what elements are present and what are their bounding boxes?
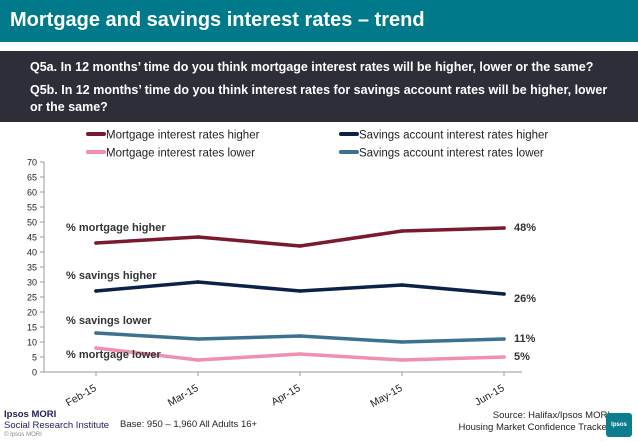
x-tick-label: Apr-15: [269, 382, 302, 408]
y-tick-label: 55: [27, 203, 37, 213]
logo-line1: Ipsos MORI: [4, 409, 57, 420]
data-point: [400, 340, 404, 344]
y-tick-label: 65: [27, 173, 37, 183]
source-note: Source: Halifax/Ipsos MORI Housing Marke…: [458, 410, 610, 434]
y-tick-label: 0: [32, 368, 37, 378]
data-point: [298, 289, 302, 293]
legend-label: Savings account interest rates lower: [359, 148, 544, 160]
series-label: % savings higher: [66, 270, 157, 282]
x-tick-label: Mar-15: [166, 382, 201, 409]
ipsos-mori-logo: Ipsos MORI Social Research Institute © I…: [4, 410, 124, 439]
copyright: © Ipsos MORI: [4, 432, 42, 438]
data-point: [502, 337, 506, 341]
data-point: [400, 358, 404, 362]
question-box: [0, 51, 638, 122]
end-value-label: 26%: [514, 293, 536, 305]
legend-label: Mortgage interest rates lower: [106, 148, 255, 160]
data-point: [94, 331, 98, 335]
data-point: [298, 352, 302, 356]
base-note: Base: 950 – 1,960 All Adults 16+: [120, 419, 258, 430]
data-point: [94, 241, 98, 245]
ipsos-badge-logo: Ipsos: [606, 413, 632, 437]
page-title: Mortgage and savings interest rates – tr…: [10, 9, 425, 31]
y-tick-label: 25: [27, 293, 37, 303]
y-tick-label: 50: [27, 218, 37, 228]
source-line2: Housing Market Confidence Tracker: [458, 422, 610, 433]
y-tick-label: 10: [27, 338, 37, 348]
question-5b: Q5b. In 12 months’ time do you think int…: [30, 83, 608, 114]
data-point: [196, 337, 200, 341]
data-point: [94, 346, 98, 350]
y-tick-label: 70: [27, 158, 37, 168]
y-tick-label: 15: [27, 323, 37, 333]
y-tick-label: 30: [27, 278, 37, 288]
legend-label: Savings account interest rates higher: [359, 130, 548, 142]
y-tick-label: 60: [27, 188, 37, 198]
data-point: [502, 226, 506, 230]
data-point: [298, 334, 302, 338]
data-point: [94, 289, 98, 293]
source-line1: Source: Halifax/Ipsos MORI: [492, 410, 610, 421]
y-tick-label: 40: [27, 248, 37, 258]
data-point: [400, 229, 404, 233]
data-point: [196, 235, 200, 239]
data-point: [196, 280, 200, 284]
y-tick-label: 45: [27, 233, 37, 243]
data-point: [400, 283, 404, 287]
y-tick-label: 20: [27, 308, 37, 318]
y-tick-label: 35: [27, 263, 37, 273]
data-point: [298, 244, 302, 248]
question-5a: Q5a. In 12 months’ time do you think mor…: [30, 60, 594, 74]
legend-label: Mortgage interest rates higher: [106, 130, 260, 142]
x-tick-label: Jun-15: [473, 382, 507, 409]
title-bar: Mortgage and savings interest rates – tr…: [0, 0, 638, 42]
end-value-label: 48%: [514, 222, 536, 234]
series-label: % mortgage lower: [66, 349, 161, 361]
data-point: [196, 358, 200, 362]
end-value-label: 5%: [514, 351, 530, 363]
series-label: % savings lower: [66, 315, 152, 327]
data-point: [502, 355, 506, 359]
y-tick-label: 5: [32, 353, 37, 363]
line-chart: 0 5 10 15 20 25 30 35 40 45 50 55 60 65 70 Feb-15 Mar-15…: [27, 130, 548, 411]
end-value-label: 11%: [514, 333, 536, 345]
x-tick-label: Feb-15: [64, 382, 99, 409]
series-label: % mortgage higher: [66, 222, 166, 234]
data-point: [502, 292, 506, 296]
logo-line2: Social Research Institute: [4, 420, 110, 431]
x-tick-label: May-15: [368, 382, 404, 410]
